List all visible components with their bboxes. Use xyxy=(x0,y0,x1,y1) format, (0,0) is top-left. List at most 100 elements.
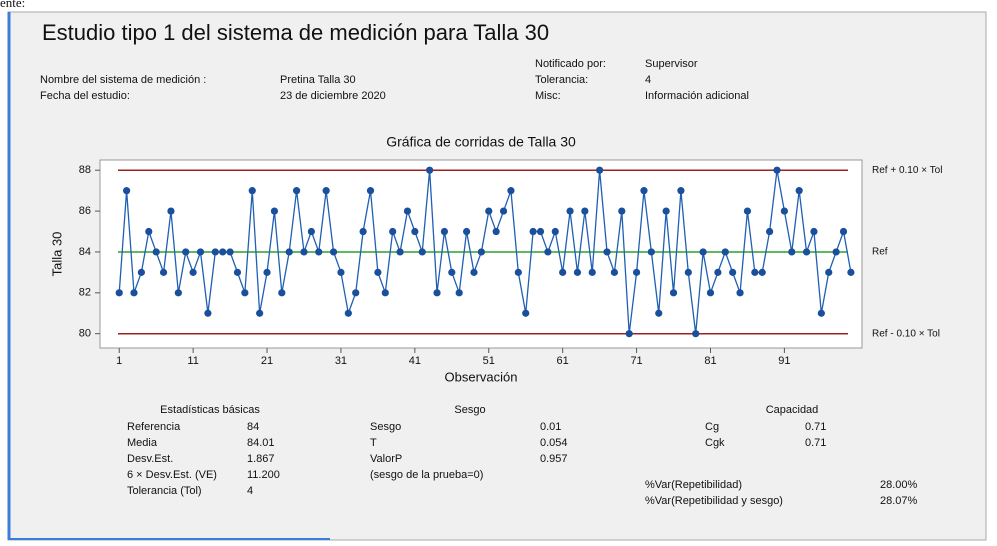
point xyxy=(433,289,441,297)
x-tick-label: 61 xyxy=(557,355,569,367)
point xyxy=(795,187,803,195)
stat-label: 6 × Desv.Est. (VE) xyxy=(127,469,217,481)
point xyxy=(233,268,242,276)
point xyxy=(455,289,463,297)
point xyxy=(226,248,234,256)
point xyxy=(603,248,611,256)
point xyxy=(411,227,419,236)
info-label: Nombre del sistema de medición : xyxy=(40,74,206,86)
point xyxy=(167,207,175,215)
x-tick-label: 91 xyxy=(778,355,790,367)
point xyxy=(196,248,205,256)
point xyxy=(640,187,648,195)
stat-label: Desv.Est. xyxy=(127,453,173,465)
point xyxy=(632,268,641,276)
stat-label: Referencia xyxy=(127,421,181,433)
point xyxy=(462,227,471,236)
x-axis-label: Observación xyxy=(445,369,518,384)
info-label: Fecha del estudio: xyxy=(40,90,130,102)
point xyxy=(736,289,744,297)
point xyxy=(766,227,774,236)
stat-value: 0.957 xyxy=(540,453,568,465)
point xyxy=(448,268,456,276)
info-value: Información adicional xyxy=(645,90,749,102)
point xyxy=(248,187,256,195)
point xyxy=(137,268,145,276)
point xyxy=(581,207,589,215)
point xyxy=(123,187,131,195)
point xyxy=(263,268,271,276)
chart-title: Gráfica de corridas de Talla 30 xyxy=(386,134,576,150)
stat-label: T xyxy=(370,437,377,449)
stat-value: 84 xyxy=(247,421,259,433)
point xyxy=(625,330,633,338)
point xyxy=(278,289,286,297)
x-tick-label: 1 xyxy=(116,355,122,367)
point xyxy=(145,227,153,236)
point xyxy=(839,227,848,236)
point xyxy=(729,268,737,276)
section-title: Sesgo xyxy=(454,404,485,416)
reference-label: Ref - 0.10 × Tol xyxy=(872,328,940,339)
point xyxy=(359,227,367,236)
y-axis-label: Talla 30 xyxy=(49,232,64,277)
point xyxy=(307,227,315,236)
point xyxy=(211,248,219,256)
point xyxy=(219,248,227,256)
stat-label: Sesgo xyxy=(370,421,401,433)
point xyxy=(647,248,655,256)
point xyxy=(662,207,670,215)
point xyxy=(285,248,293,256)
point xyxy=(721,248,729,256)
cut-text: ente: xyxy=(0,0,25,10)
y-tick-label: 84 xyxy=(79,246,91,258)
point xyxy=(810,227,818,236)
point xyxy=(706,289,715,297)
point xyxy=(522,309,530,317)
point xyxy=(182,248,190,256)
point xyxy=(315,248,323,256)
y-tick-label: 88 xyxy=(79,164,91,176)
stat-label: ValorP xyxy=(370,453,402,465)
point xyxy=(559,268,567,276)
point xyxy=(337,268,345,276)
point xyxy=(832,248,840,256)
point xyxy=(322,187,330,195)
stat-value: 11.200 xyxy=(247,469,280,481)
stat-value: 28.07% xyxy=(880,495,918,507)
point xyxy=(189,268,197,276)
point xyxy=(551,227,559,236)
point xyxy=(544,248,552,256)
x-tick-label: 81 xyxy=(704,355,716,367)
point xyxy=(426,166,434,174)
point xyxy=(773,166,781,174)
point xyxy=(610,268,619,276)
stat-value: 0.054 xyxy=(540,437,568,449)
point xyxy=(130,289,138,297)
x-tick-label: 41 xyxy=(409,355,421,367)
section-title: Capacidad xyxy=(766,404,819,416)
reference-label: Ref + 0.10 × Tol xyxy=(872,165,942,176)
point xyxy=(477,248,485,256)
point xyxy=(669,289,678,297)
point xyxy=(788,248,796,256)
point xyxy=(418,248,426,256)
point xyxy=(403,207,412,215)
point xyxy=(270,207,279,215)
point xyxy=(514,268,522,276)
point xyxy=(847,268,855,276)
x-tick-label: 51 xyxy=(483,355,495,367)
stat-value: 4 xyxy=(247,485,253,497)
point xyxy=(817,309,825,317)
stat-value: 0.01 xyxy=(540,421,561,433)
stat-label: %Var(Repetibilidad) xyxy=(645,479,742,491)
point xyxy=(780,207,788,215)
stat-label: Cg xyxy=(705,421,719,433)
point xyxy=(677,187,685,195)
point xyxy=(300,248,308,256)
point xyxy=(292,187,301,195)
y-tick-label: 80 xyxy=(79,328,91,340)
x-tick-label: 31 xyxy=(335,355,347,367)
